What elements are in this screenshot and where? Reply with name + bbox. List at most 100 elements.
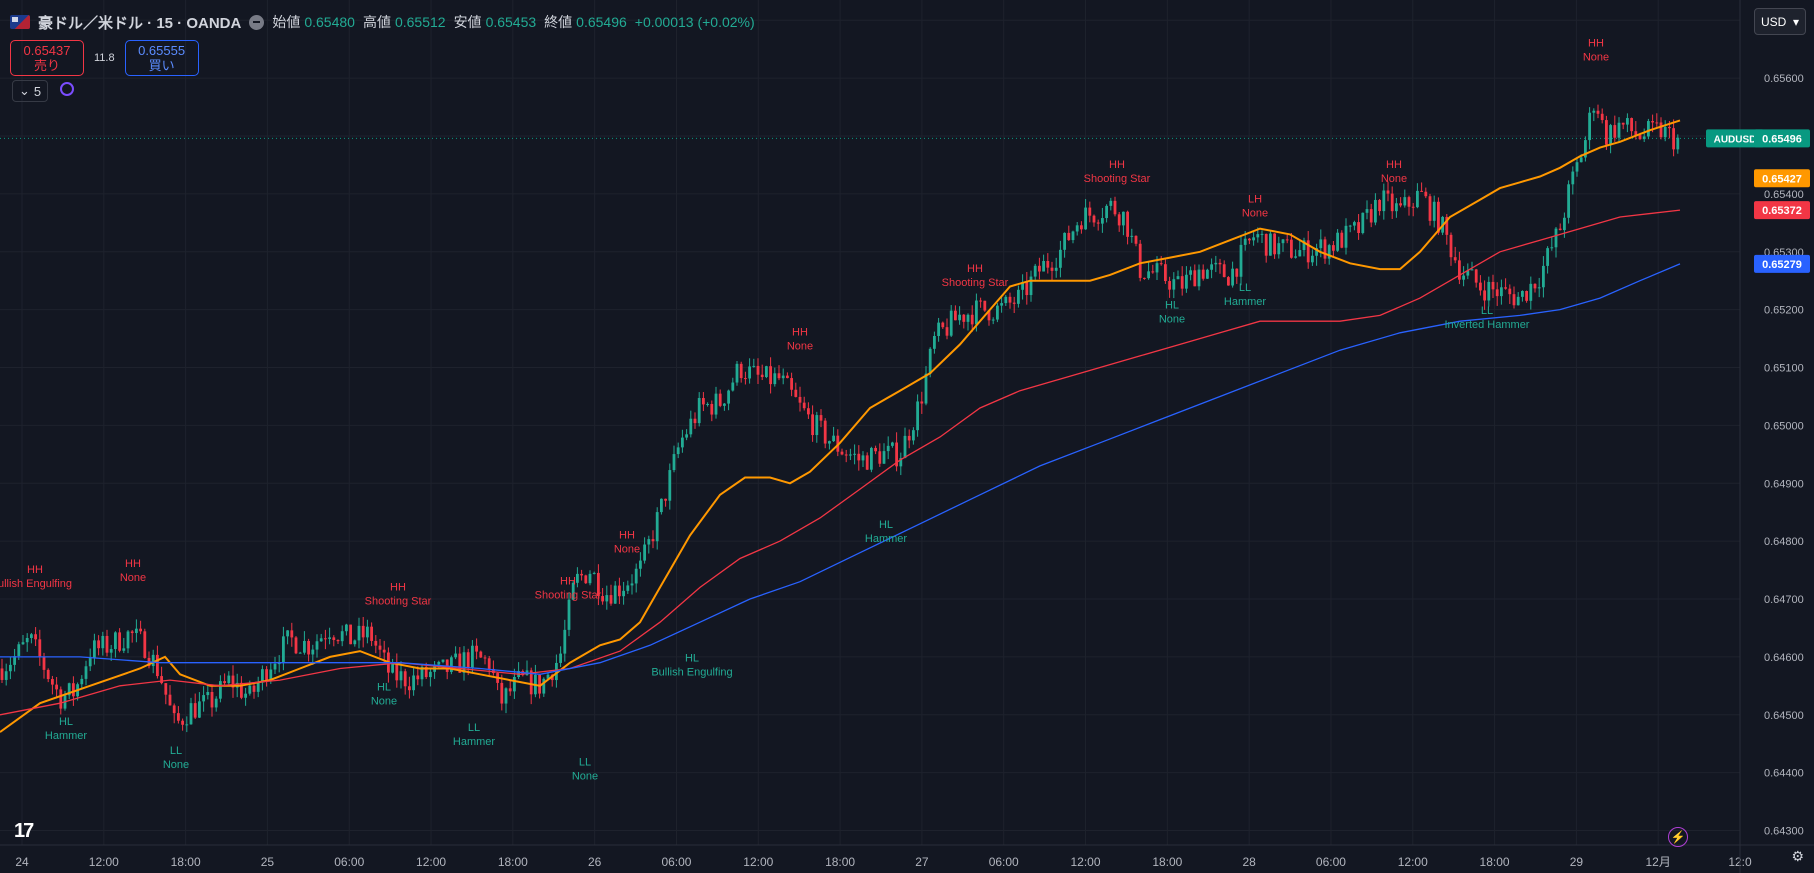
x-tick-label: 18:00 bbox=[171, 855, 201, 869]
x-tick-label: 27 bbox=[915, 855, 929, 869]
candle-body bbox=[546, 674, 550, 679]
candle-body bbox=[223, 681, 226, 684]
y-tick-label: 0.65200 bbox=[1764, 305, 1804, 317]
candle-body bbox=[1470, 269, 1474, 271]
candle-body bbox=[685, 434, 688, 438]
tradingview-logo-icon[interactable]: 17 bbox=[14, 820, 34, 842]
market-status-icon[interactable] bbox=[249, 14, 265, 30]
candle-body bbox=[1311, 255, 1314, 263]
buy-button[interactable]: 0.65555 買い bbox=[124, 40, 199, 76]
low-label: 安値 bbox=[453, 14, 482, 30]
candle-body bbox=[462, 652, 466, 673]
candle-body bbox=[1021, 281, 1024, 290]
candle-body bbox=[970, 314, 974, 325]
candle-body bbox=[273, 663, 277, 670]
open-value: 0.65480 bbox=[304, 14, 355, 30]
candle-body bbox=[1382, 190, 1386, 212]
x-tick-label: 24 bbox=[15, 855, 29, 869]
candle-body bbox=[765, 366, 768, 378]
candle-body bbox=[861, 455, 865, 461]
sell-button[interactable]: 0.65437 売り bbox=[10, 40, 84, 76]
candle-body bbox=[210, 692, 214, 708]
candle-body bbox=[1651, 121, 1654, 123]
candle-body bbox=[1029, 276, 1033, 296]
candle-body bbox=[622, 590, 625, 597]
candle-body bbox=[1407, 197, 1411, 207]
gear-icon[interactable]: ⚙ bbox=[1791, 848, 1804, 864]
candle-body bbox=[882, 451, 886, 464]
candle-body bbox=[504, 688, 508, 704]
currency-select[interactable]: USD ▾ bbox=[1754, 8, 1806, 35]
candle-body bbox=[954, 310, 957, 321]
candle-body bbox=[97, 640, 100, 649]
x-tick-label: 12:00 bbox=[416, 855, 446, 869]
pattern-label: None bbox=[572, 771, 598, 783]
y-tick-label: 0.65100 bbox=[1764, 363, 1804, 375]
candle-body bbox=[895, 442, 898, 467]
candle-body bbox=[282, 636, 285, 664]
candle-body bbox=[618, 585, 621, 597]
candle-body bbox=[844, 454, 848, 456]
candle-body bbox=[1491, 281, 1495, 290]
candle-body bbox=[815, 415, 819, 436]
aud-usd-flag-icon bbox=[10, 15, 30, 29]
candle-body bbox=[1626, 118, 1629, 125]
candle-body bbox=[744, 378, 747, 380]
x-tick-label: 12:00 bbox=[1398, 855, 1428, 869]
sell-label: 売り bbox=[33, 58, 60, 73]
candle-body bbox=[307, 640, 310, 655]
swing-label: HH bbox=[390, 581, 406, 593]
candle-body bbox=[1164, 264, 1167, 282]
indicators-toggle[interactable]: ⌄ 5 bbox=[12, 80, 49, 102]
low-value: 0.65453 bbox=[485, 14, 537, 30]
price-tag-label: 0.65279 bbox=[1762, 259, 1802, 271]
symbol-title[interactable]: 豪ドル／米ドル · 15 · OANDA bbox=[38, 14, 242, 32]
pattern-label: Bullish Engulfing bbox=[651, 666, 732, 678]
ema-line bbox=[0, 209, 1681, 716]
candle-body bbox=[1243, 238, 1247, 245]
candle-body bbox=[1059, 249, 1062, 268]
candle-body bbox=[1390, 193, 1394, 212]
candle-body bbox=[857, 453, 861, 461]
candle-body bbox=[1508, 288, 1512, 295]
candle-body bbox=[0, 668, 4, 680]
candle-body bbox=[937, 322, 940, 336]
candle-body bbox=[429, 671, 432, 678]
candle-body bbox=[109, 649, 113, 653]
pattern-label: None bbox=[1242, 208, 1268, 220]
candle-body bbox=[807, 408, 810, 415]
candle-body bbox=[1004, 296, 1008, 304]
candle-body bbox=[500, 682, 504, 704]
candle-body bbox=[13, 656, 16, 665]
candle-body bbox=[328, 637, 331, 639]
candle-body bbox=[513, 676, 516, 692]
y-tick-label: 0.64400 bbox=[1764, 768, 1804, 780]
sell-price: 0.65437 bbox=[23, 43, 71, 58]
candle-body bbox=[1046, 261, 1050, 268]
candle-body bbox=[706, 403, 709, 405]
candle-body bbox=[492, 668, 495, 674]
candle-body bbox=[1256, 234, 1260, 238]
pattern-label: None bbox=[1381, 173, 1407, 185]
candle-body bbox=[1546, 248, 1549, 266]
candle-body bbox=[1327, 245, 1331, 259]
candle-body bbox=[748, 366, 751, 379]
candle-body bbox=[609, 595, 613, 604]
candle-body bbox=[403, 671, 407, 687]
y-tick-label: 0.64300 bbox=[1764, 826, 1804, 838]
candle-body bbox=[714, 393, 718, 415]
candle-body bbox=[983, 300, 987, 311]
y-tick-label: 0.64500 bbox=[1764, 710, 1804, 722]
candle-body bbox=[160, 676, 163, 684]
candle-body bbox=[559, 653, 562, 663]
sync-icon[interactable] bbox=[60, 82, 74, 96]
candle-body bbox=[143, 631, 147, 658]
y-tick-label: 0.64700 bbox=[1764, 594, 1804, 606]
currency-label: USD bbox=[1761, 14, 1787, 29]
candle-body bbox=[731, 382, 735, 391]
lightning-icon[interactable]: ⚡ bbox=[1668, 827, 1688, 847]
candle-body bbox=[466, 652, 470, 668]
candle-body bbox=[752, 365, 756, 367]
candle-body bbox=[1605, 120, 1608, 145]
